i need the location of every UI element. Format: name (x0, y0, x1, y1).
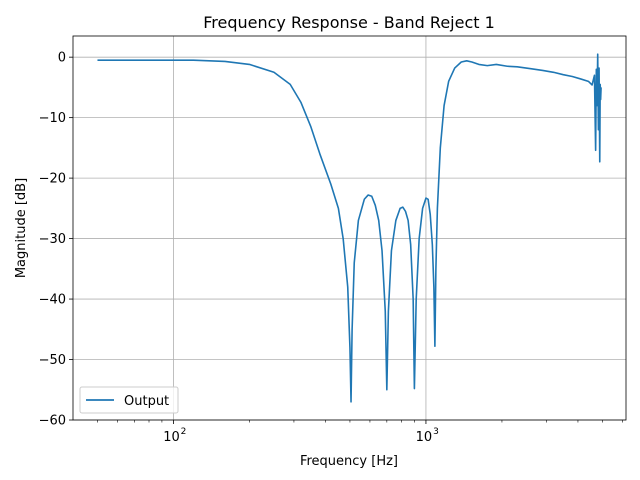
y-tick-label: −30 (39, 232, 66, 247)
series-layer (97, 53, 602, 403)
legend-box (79, 386, 179, 414)
x-tick-label: 10 (416, 430, 433, 445)
x-tick-label-exponent: 2 (181, 427, 187, 437)
x-tick-label-exponent: 3 (433, 427, 439, 437)
y-axis-label: Magnitude [dB] (14, 178, 29, 278)
y-tick-label: −40 (39, 293, 66, 308)
x-tick-label: 10 (163, 430, 180, 445)
y-tick-label: −10 (39, 111, 66, 126)
y-tick-label: 0 (58, 51, 66, 66)
chart-title: Frequency Response - Band Reject 1 (203, 13, 495, 32)
y-tick-label: −20 (39, 172, 66, 187)
legend-label-output: Output (124, 394, 169, 409)
y-tick-label: −50 (39, 353, 66, 368)
plot-frame (72, 35, 627, 421)
plot-area (72, 35, 627, 421)
legend: Output (79, 386, 179, 414)
y-axis: 0 −10 −20 −30 −40 −50 −60 (39, 51, 73, 429)
series-line-output (97, 53, 602, 403)
y-tick-label: −60 (39, 414, 66, 429)
x-axis-label: Frequency [Hz] (300, 454, 398, 469)
x-axis: 10 2 10 3 (97, 420, 623, 445)
